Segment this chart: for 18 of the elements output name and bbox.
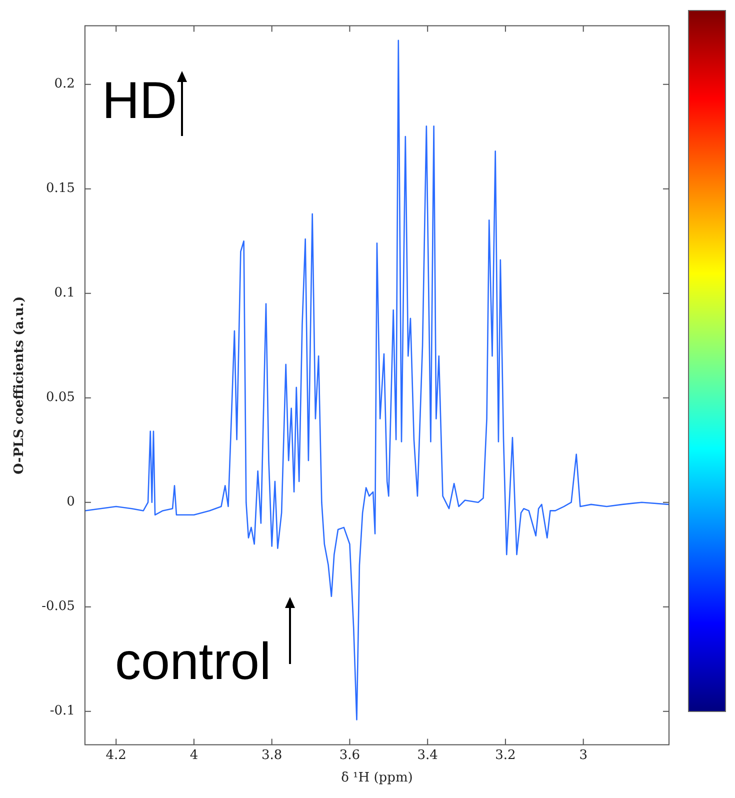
x-tick-label: 4: [190, 748, 198, 763]
y-tick-label: -0.1: [50, 704, 75, 719]
x-tick-label: 3.2: [495, 748, 516, 763]
y-tick-label: 0.1: [54, 286, 75, 301]
annotation: HD: [102, 72, 178, 130]
x-tick-label: 3.4: [417, 748, 438, 763]
x-axis-title: δ ¹H (ppm): [341, 770, 413, 786]
y-tick-label: 0.15: [46, 181, 75, 196]
x-tick-label: 3.6: [339, 748, 360, 763]
y-axis-title: O-PLS coefficients (a.u.): [12, 296, 28, 474]
x-tick-label: 4.2: [106, 748, 126, 763]
y-tick-label: -0.05: [42, 599, 75, 614]
y-tick-label: 0: [66, 494, 75, 510]
x-tick-label: 3.8: [261, 748, 282, 763]
x-tick-label: 3: [579, 748, 588, 763]
y-tick-label: 0.05: [46, 390, 75, 406]
annotation: control: [114, 632, 272, 691]
y-tick-label: 0.2: [54, 76, 75, 92]
